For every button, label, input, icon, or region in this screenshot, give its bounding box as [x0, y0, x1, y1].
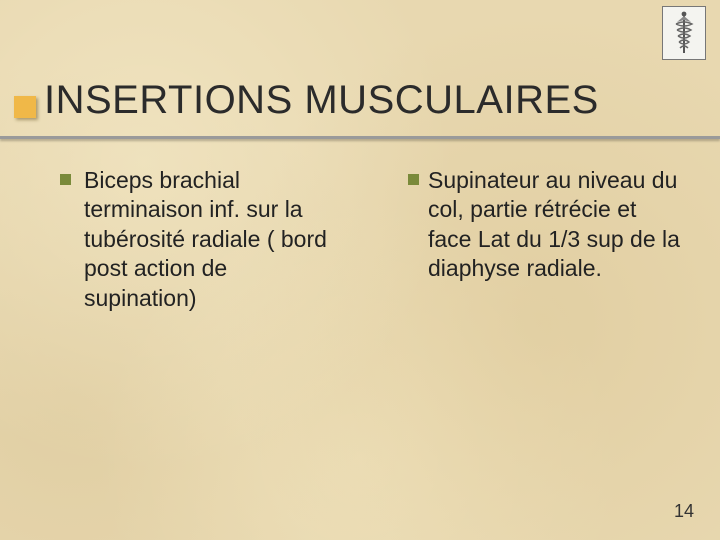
title-region: INSERTIONS MUSCULAIRES: [0, 78, 720, 123]
caduceus-logo: [662, 6, 706, 60]
bullet-icon: [60, 174, 71, 185]
left-body-text: Biceps brachial terminaison inf. sur la …: [48, 166, 330, 313]
content-area: Biceps brachial terminaison inf. sur la …: [0, 166, 720, 313]
title-accent-square: [14, 96, 36, 118]
right-column: Supinateur au niveau du col, partie rétr…: [360, 166, 720, 313]
left-column: Biceps brachial terminaison inf. sur la …: [0, 166, 360, 313]
bullet-icon: [408, 174, 419, 185]
caduceus-icon: [669, 10, 699, 56]
slide-title: INSERTIONS MUSCULAIRES: [0, 78, 720, 123]
title-underline: [0, 136, 720, 139]
page-number: 14: [674, 501, 694, 522]
right-body-text: Supinateur au niveau du col, partie rétr…: [400, 166, 684, 284]
